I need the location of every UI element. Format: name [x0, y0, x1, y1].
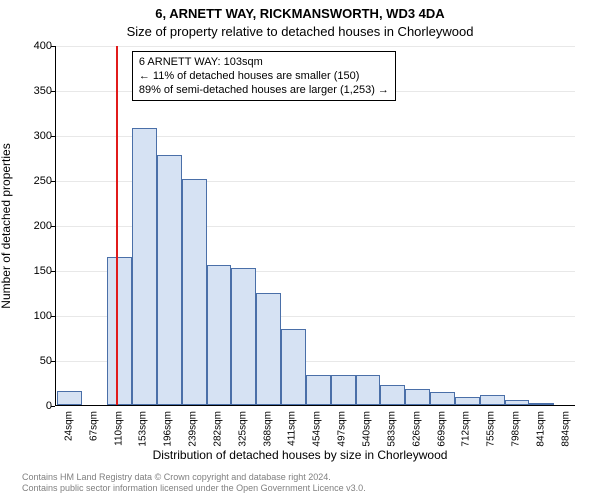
x-tick-label: 282sqm: [212, 411, 223, 447]
x-tick-label: 712sqm: [461, 411, 472, 447]
histogram-bar: [480, 395, 505, 405]
annotation-line1: 6 ARNETT WAY: 103sqm: [139, 55, 389, 69]
annotation-box: 6 ARNETT WAY: 103sqm ← 11% of detached h…: [132, 51, 396, 102]
x-tick-label: 540sqm: [362, 411, 373, 447]
y-tick-label: 150: [12, 265, 52, 277]
x-tick-label: 755sqm: [486, 411, 497, 447]
y-tick-mark: [51, 316, 55, 317]
chart-container: 6, ARNETT WAY, RICKMANSWORTH, WD3 4DA Si…: [0, 0, 600, 500]
histogram-bar: [231, 268, 256, 405]
gridline: [56, 46, 575, 47]
reference-line: [116, 46, 118, 405]
x-tick-label: 669sqm: [436, 411, 447, 447]
y-tick-mark: [51, 46, 55, 47]
x-tick-label: 497sqm: [337, 411, 348, 447]
x-tick-label: 798sqm: [511, 411, 522, 447]
chart-title-line2: Size of property relative to detached ho…: [0, 24, 600, 39]
histogram-bar: [207, 265, 232, 405]
histogram-bar: [455, 397, 480, 405]
x-tick-label: 110sqm: [113, 411, 124, 446]
x-tick-label: 884sqm: [560, 411, 571, 447]
x-tick-label: 67sqm: [88, 411, 99, 441]
histogram-bar: [405, 389, 430, 405]
y-tick-mark: [51, 226, 55, 227]
y-tick-mark: [51, 91, 55, 92]
y-tick-mark: [51, 181, 55, 182]
x-tick-label: 583sqm: [386, 411, 397, 447]
y-tick-label: 0: [12, 400, 52, 412]
y-tick-label: 100: [12, 310, 52, 322]
histogram-bar: [356, 375, 381, 405]
annotation-line2: ← 11% of detached houses are smaller (15…: [139, 69, 389, 83]
x-tick-label: 196sqm: [163, 411, 174, 447]
x-tick-label: 454sqm: [312, 411, 323, 447]
annotation-line3: 89% of semi-detached houses are larger (…: [139, 83, 389, 97]
y-tick-label: 200: [12, 220, 52, 232]
y-tick-mark: [51, 136, 55, 137]
histogram-bar: [380, 385, 405, 405]
footer-line2: Contains public sector information licen…: [22, 483, 366, 494]
histogram-bar: [306, 375, 331, 405]
y-tick-label: 50: [12, 355, 52, 367]
histogram-bar: [281, 329, 306, 405]
histogram-bar: [529, 403, 554, 405]
y-tick-label: 250: [12, 175, 52, 187]
x-axis-label: Distribution of detached houses by size …: [0, 448, 600, 462]
histogram-bar: [132, 128, 157, 405]
x-tick-label: 841sqm: [535, 411, 546, 447]
histogram-bar: [430, 392, 455, 405]
histogram-bar: [57, 391, 82, 405]
x-tick-label: 239sqm: [188, 411, 199, 447]
histogram-bar: [331, 375, 356, 405]
y-tick-label: 350: [12, 85, 52, 97]
histogram-bar: [256, 293, 281, 405]
histogram-bar: [505, 400, 530, 405]
x-tick-label: 24sqm: [63, 411, 74, 441]
y-tick-mark: [51, 271, 55, 272]
histogram-bar: [157, 155, 182, 405]
x-tick-label: 368sqm: [262, 411, 273, 447]
histogram-bar: [182, 179, 207, 405]
x-tick-label: 325sqm: [237, 411, 248, 447]
y-tick-label: 400: [12, 40, 52, 52]
histogram-bar: [107, 257, 132, 405]
footer-attribution: Contains HM Land Registry data © Crown c…: [22, 472, 366, 495]
chart-title-line1: 6, ARNETT WAY, RICKMANSWORTH, WD3 4DA: [0, 6, 600, 21]
x-tick-label: 153sqm: [138, 411, 149, 447]
y-tick-mark: [51, 406, 55, 407]
y-tick-mark: [51, 361, 55, 362]
y-tick-label: 300: [12, 130, 52, 142]
x-tick-label: 411sqm: [287, 411, 298, 446]
footer-line1: Contains HM Land Registry data © Crown c…: [22, 472, 366, 483]
x-tick-label: 626sqm: [411, 411, 422, 447]
